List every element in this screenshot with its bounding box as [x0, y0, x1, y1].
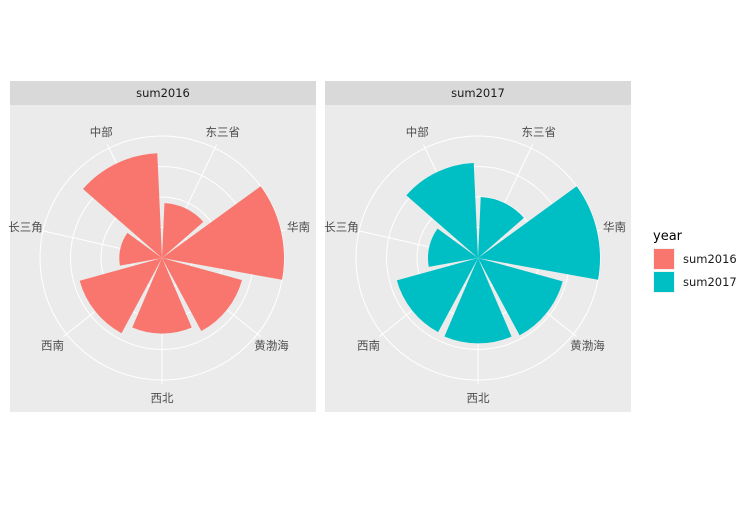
- legend-key: [654, 272, 674, 292]
- bar-黄渤海: [478, 258, 563, 336]
- bar-中部: [406, 162, 478, 258]
- axis-label: 西南: [41, 338, 64, 352]
- axis-label: 东三省: [521, 125, 556, 139]
- axis-label: 西北: [151, 391, 174, 405]
- facet-strip: [10, 81, 316, 105]
- bar-黄渤海: [162, 258, 242, 332]
- bar-中部: [82, 153, 162, 258]
- bar-西南: [396, 258, 478, 333]
- axis-label: 西北: [467, 391, 490, 405]
- bar-西北: [132, 258, 192, 334]
- bar-东三省: [478, 197, 524, 258]
- facet-strip-label: sum2017: [451, 86, 505, 100]
- axis-label: 中部: [406, 125, 429, 139]
- axis-label: 长三角: [8, 220, 43, 234]
- legend-label: sum2017: [683, 275, 737, 289]
- axis-label: 黄渤海: [254, 338, 289, 352]
- facet-strip: [325, 81, 631, 105]
- bar-东三省: [162, 203, 204, 258]
- axis-label: 中部: [90, 125, 113, 139]
- bar-西北: [444, 258, 512, 344]
- legend-key: [654, 249, 674, 269]
- axis-label: 华南: [603, 220, 626, 234]
- bar-长三角: [427, 228, 478, 267]
- axis-label: 华南: [287, 220, 310, 234]
- bar-华南: [162, 186, 284, 280]
- bar-西南: [79, 258, 162, 334]
- axis-label: 东三省: [205, 125, 240, 139]
- legend-label: sum2016: [683, 252, 737, 266]
- axis-label: 黄渤海: [570, 338, 605, 352]
- axis-label: 长三角: [324, 220, 359, 234]
- legend-title: year: [653, 229, 683, 244]
- bar-长三角: [119, 232, 162, 266]
- facet-strip-label: sum2016: [136, 86, 190, 100]
- axis-label: 西南: [357, 338, 380, 352]
- bar-华南: [478, 186, 600, 280]
